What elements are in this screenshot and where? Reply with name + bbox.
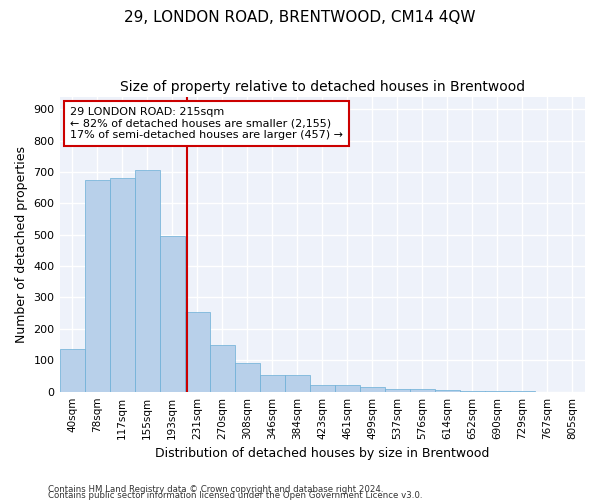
Bar bbox=[209, 344, 235, 392]
Bar bbox=[235, 364, 260, 392]
Y-axis label: Number of detached properties: Number of detached properties bbox=[15, 146, 28, 342]
X-axis label: Distribution of detached houses by size in Brentwood: Distribution of detached houses by size … bbox=[155, 447, 490, 460]
Bar bbox=[185, 312, 209, 392]
Bar bbox=[335, 385, 360, 392]
Bar bbox=[59, 350, 85, 392]
Bar bbox=[260, 376, 285, 392]
Bar bbox=[134, 170, 160, 392]
Bar bbox=[485, 391, 510, 392]
Bar bbox=[85, 180, 110, 392]
Text: 29, LONDON ROAD, BRENTWOOD, CM14 4QW: 29, LONDON ROAD, BRENTWOOD, CM14 4QW bbox=[124, 10, 476, 25]
Bar bbox=[160, 236, 185, 392]
Text: 29 LONDON ROAD: 215sqm
← 82% of detached houses are smaller (2,155)
17% of semi-: 29 LONDON ROAD: 215sqm ← 82% of detached… bbox=[70, 107, 343, 140]
Text: Contains HM Land Registry data © Crown copyright and database right 2024.: Contains HM Land Registry data © Crown c… bbox=[48, 484, 383, 494]
Title: Size of property relative to detached houses in Brentwood: Size of property relative to detached ho… bbox=[120, 80, 525, 94]
Bar bbox=[410, 389, 435, 392]
Bar bbox=[110, 178, 134, 392]
Bar bbox=[310, 385, 335, 392]
Text: Contains public sector information licensed under the Open Government Licence v3: Contains public sector information licen… bbox=[48, 490, 422, 500]
Bar bbox=[385, 389, 410, 392]
Bar bbox=[360, 387, 385, 392]
Bar bbox=[460, 390, 485, 392]
Bar bbox=[285, 376, 310, 392]
Bar bbox=[435, 390, 460, 392]
